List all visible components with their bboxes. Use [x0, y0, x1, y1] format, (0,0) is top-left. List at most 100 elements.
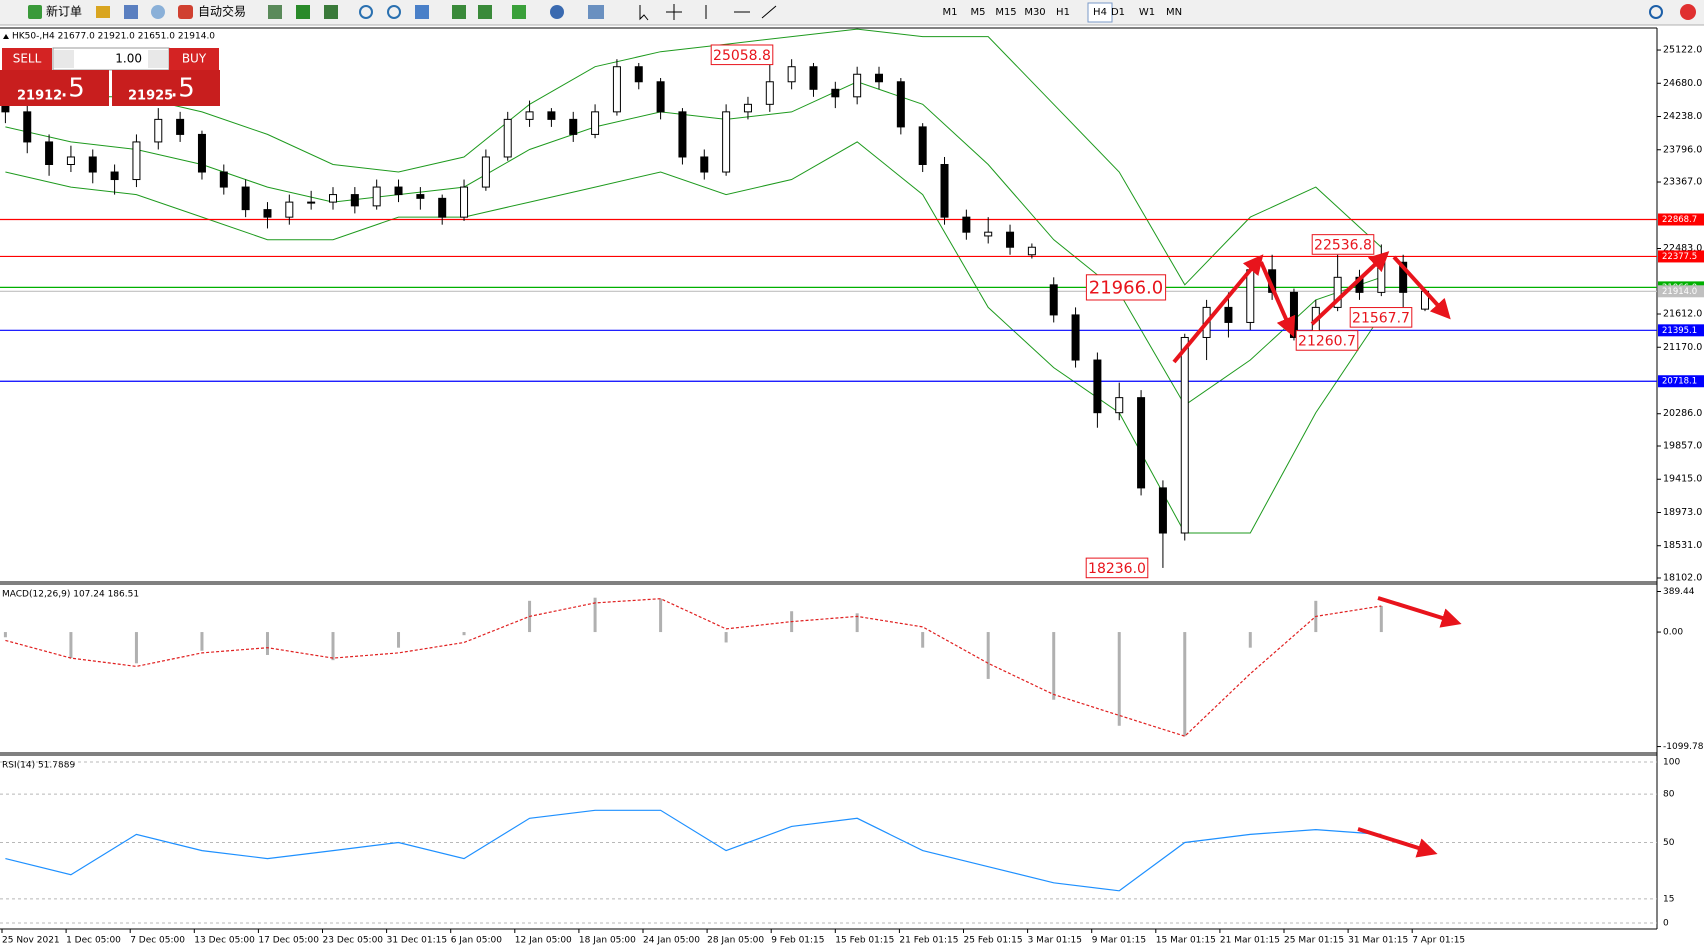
candle-body [809, 66, 818, 90]
icon[interactable] [96, 6, 110, 18]
candle-body [1049, 284, 1058, 316]
x-tick-label: 15 Mar 01:15 [1156, 936, 1216, 946]
candle-body [656, 81, 665, 113]
candle-body [329, 194, 337, 203]
level-tag [1658, 324, 1704, 337]
arrow [1377, 596, 1462, 628]
candle-body [678, 111, 687, 158]
buy-label[interactable]: BUY [182, 52, 207, 66]
x-tick-label: 18 Jan 05:00 [579, 936, 636, 946]
volume[interactable]: 1.00 [115, 52, 142, 66]
icon[interactable] [550, 5, 564, 19]
x-tick-label: 25 Mar 01:15 [1284, 936, 1344, 946]
candle-body [591, 111, 600, 135]
timeframe[interactable]: M15 [995, 7, 1016, 18]
timeframe[interactable]: M30 [1024, 7, 1045, 18]
candle-body [1377, 261, 1386, 293]
symbol-info: HK50-,H4 21677.0 21921.0 21651.0 21914.0 [12, 32, 215, 42]
candle-body [1180, 336, 1189, 534]
x-tick-label: 7 Apr 01:15 [1412, 936, 1465, 946]
icon[interactable] [415, 5, 429, 19]
icon[interactable] [478, 5, 492, 19]
new-order[interactable]: 新订单 [46, 4, 82, 19]
bollinger-middle [5, 81, 1382, 406]
volume-up[interactable] [148, 50, 168, 68]
candle-body [612, 66, 621, 113]
candle-body [1027, 246, 1036, 256]
candle-body [307, 201, 316, 204]
icon[interactable] [324, 5, 338, 19]
notification[interactable] [1680, 4, 1696, 20]
candle-body [940, 164, 949, 218]
annotation-box [710, 44, 774, 66]
icon[interactable] [124, 5, 138, 19]
auto-trading[interactable]: 自动交易 [198, 4, 246, 19]
icon[interactable] [151, 5, 165, 19]
candle-body [197, 133, 206, 173]
sell-label[interactable]: SELL [13, 52, 42, 66]
x-tick-label: 28 Jan 05:00 [707, 936, 764, 946]
candle-body [503, 118, 512, 158]
macd-bar [1052, 632, 1056, 700]
level-label: 20718.1 [1662, 377, 1697, 387]
zoom-in[interactable] [359, 5, 373, 19]
timeframe[interactable]: D1 [1111, 7, 1125, 18]
candle-body [765, 81, 774, 105]
zoom-out[interactable] [387, 5, 401, 19]
new-order-icon[interactable] [28, 5, 42, 19]
line-tools[interactable] [705, 5, 777, 19]
macd-bar [855, 613, 859, 633]
annotation-label: 21260.7 [1298, 333, 1356, 349]
search[interactable] [1649, 5, 1663, 19]
icon[interactable] [512, 5, 526, 19]
timeframe[interactable]: H4 [1093, 7, 1107, 18]
candle-body [176, 118, 185, 135]
macd-bar [134, 632, 138, 664]
bid-box[interactable] [0, 70, 109, 106]
cursor-tool[interactable] [639, 5, 649, 21]
candle-body [1115, 397, 1124, 414]
plots: 25122.0 24680.0 24238.0 23796.0 23367.0 22483… [0, 28, 1704, 946]
candle-body [634, 66, 643, 83]
ask-price[interactable]: 21925 [128, 89, 173, 104]
timeframe[interactable]: M1 [943, 7, 958, 18]
icon[interactable] [296, 5, 310, 19]
candle-body [45, 141, 54, 166]
y-tick-label: 80 [1663, 790, 1675, 800]
level-tag [1658, 375, 1704, 388]
icon[interactable] [452, 5, 466, 19]
timeframe[interactable]: H1 [1056, 7, 1070, 18]
y-tick-label: 18973.0 [1663, 507, 1702, 518]
ask-box[interactable] [112, 70, 220, 106]
buy-button[interactable] [169, 48, 219, 70]
volume-down[interactable] [54, 50, 74, 68]
candle-body [438, 197, 447, 218]
bid-fraction[interactable]: .5 [60, 74, 85, 104]
toolbar-bg [0, 0, 1704, 25]
macd-bar [1117, 632, 1121, 726]
icon[interactable] [588, 5, 604, 19]
macd-bar [986, 632, 990, 679]
timeframe[interactable]: M5 [971, 7, 986, 18]
sell-button[interactable] [2, 48, 52, 70]
candle-body [1158, 487, 1167, 534]
x-tick-label: 23 Dec 05:00 [323, 936, 384, 946]
timeframe[interactable]: MN [1166, 7, 1182, 18]
bid-price[interactable]: 21912 [17, 89, 62, 104]
icon[interactable] [268, 5, 282, 19]
ask-fraction[interactable]: .5 [170, 74, 195, 104]
candle-body [154, 118, 163, 143]
x-tick-label: 15 Feb 01:15 [835, 936, 894, 946]
annotation-box [1085, 557, 1149, 579]
level-tag [1658, 213, 1704, 226]
y-tick-label: 0 [1663, 919, 1669, 929]
candle-body [831, 88, 840, 98]
macd-bar [331, 632, 335, 661]
crosshair-tool[interactable] [666, 4, 682, 20]
auto-trading-icon[interactable] [178, 5, 193, 19]
timeframe[interactable]: W1 [1139, 7, 1155, 18]
arrow [1172, 254, 1264, 364]
bollinger-upper [5, 28, 1382, 286]
annotation-label: 18236.0 [1088, 561, 1146, 577]
